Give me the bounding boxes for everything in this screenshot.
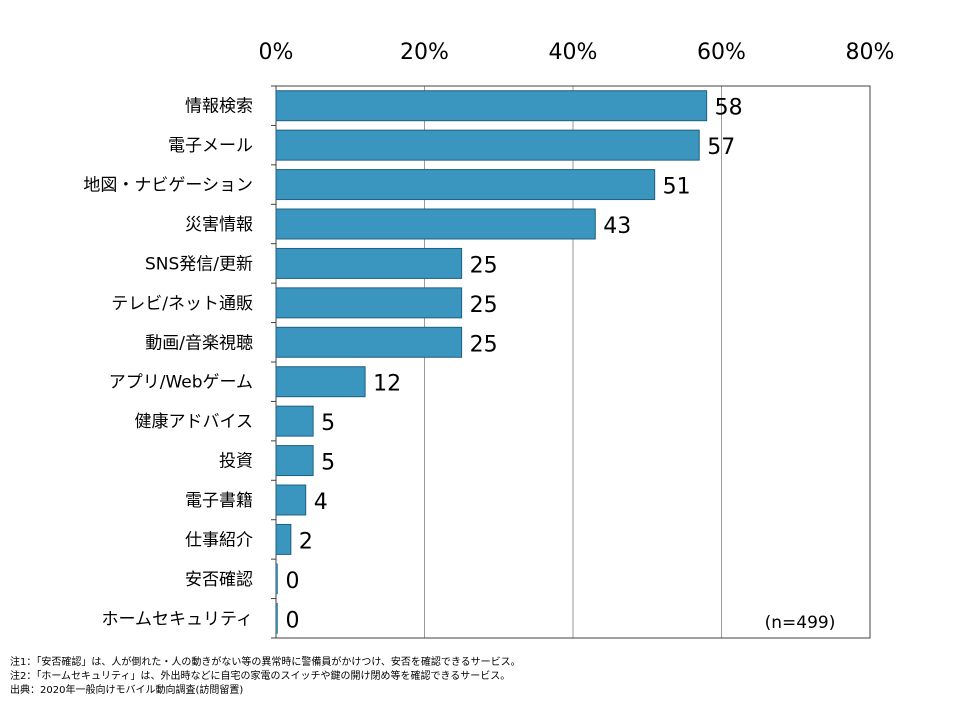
- sample-size-note: (n=499): [765, 613, 836, 633]
- category-label: 災害情報: [185, 215, 253, 235]
- category-label: 安否確認: [185, 570, 253, 590]
- data-label: 2: [299, 529, 313, 554]
- bar: [275, 484, 307, 516]
- data-label: 51: [663, 175, 691, 200]
- bar: [275, 90, 708, 122]
- bar: [275, 247, 463, 279]
- bar: [275, 445, 314, 477]
- bar: [275, 603, 278, 634]
- x-tick-label: 80%: [846, 40, 895, 65]
- data-label: 43: [603, 214, 631, 239]
- data-label: 25: [470, 332, 498, 357]
- data-label: 5: [321, 411, 335, 436]
- bar: [275, 523, 292, 555]
- bar: [275, 326, 463, 358]
- bar: [275, 366, 366, 398]
- x-tick-label: 20%: [400, 40, 449, 65]
- bar: [275, 563, 278, 595]
- category-label: 電子書籍: [185, 491, 253, 511]
- data-label: 0: [286, 569, 300, 594]
- category-label: SNS発信/更新: [145, 254, 253, 274]
- data-label: 57: [707, 135, 735, 160]
- bar: [275, 129, 700, 161]
- footnote-1: 注1：「安否確認」は、人が倒れた・人の動きがない等の異常時に警備員がかけつけ、安…: [10, 657, 521, 668]
- category-label: 健康アドバイス: [135, 412, 254, 432]
- data-label: 4: [314, 490, 328, 515]
- bar: [275, 405, 314, 437]
- category-label: 電子メール: [168, 136, 253, 156]
- category-label: ホームセキュリティ: [102, 609, 253, 629]
- data-label: 58: [715, 96, 743, 121]
- footnote-2: 注2：「ホームセキュリティ」は、外出時などに自宅の家電のスイッチや鍵の開け閉め等…: [10, 671, 511, 682]
- bar: [275, 169, 656, 201]
- category-label: 地図・ナビゲーション: [83, 176, 253, 196]
- bar: [275, 287, 463, 319]
- data-label: 0: [286, 608, 300, 633]
- category-label: 情報検索: [185, 97, 253, 117]
- category-label: アプリ/Webゲーム: [109, 373, 253, 393]
- x-tick-label: 60%: [697, 40, 746, 65]
- data-label: 12: [373, 372, 401, 397]
- footnotes: 注1：「安否確認」は、人が倒れた・人の動きがない等の異常時に警備員がかけつけ、安…: [10, 656, 950, 698]
- data-label: 5: [321, 451, 335, 476]
- source-note: 出典：2020年一般向けモバイル動向調査(訪問留置): [10, 685, 244, 696]
- bar: [275, 208, 596, 240]
- category-label: 投資: [219, 452, 253, 472]
- category-label: 動画/音楽視聴: [145, 333, 253, 353]
- category-label: テレビ/ネット通販: [111, 294, 253, 314]
- x-tick-label: 0%: [259, 40, 294, 65]
- x-tick-label: 40%: [549, 40, 598, 65]
- data-label: 25: [470, 293, 498, 318]
- data-label: 25: [470, 253, 498, 278]
- category-label: 仕事紹介: [185, 530, 253, 550]
